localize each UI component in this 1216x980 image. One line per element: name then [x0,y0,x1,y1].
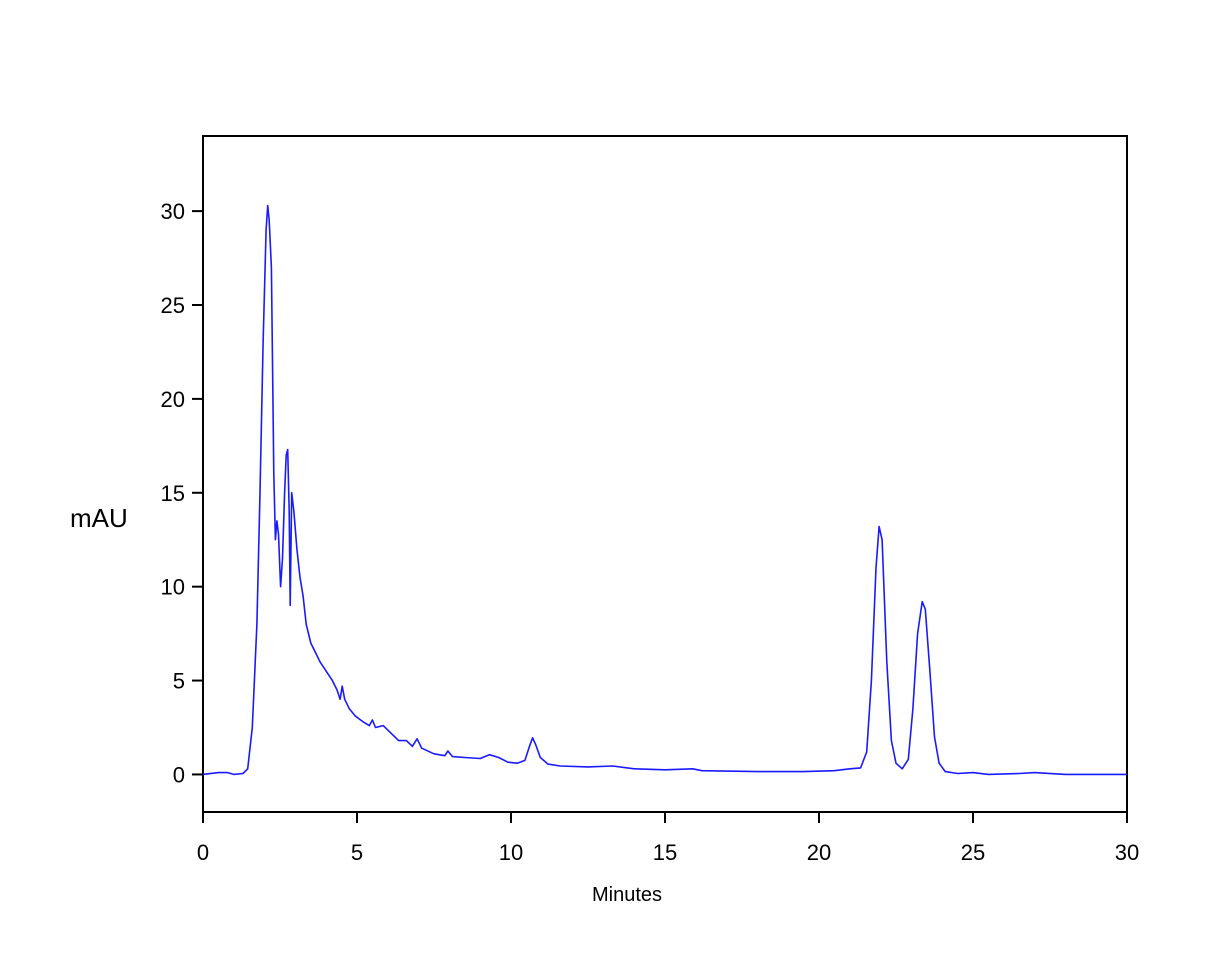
x-tick-label: 25 [961,840,985,865]
y-axis-title: mAU [70,503,128,533]
x-tick-label: 5 [351,840,363,865]
x-tick-label: 10 [499,840,523,865]
x-tick-label: 30 [1115,840,1139,865]
y-tick-label: 20 [161,387,185,412]
x-tick-label: 0 [197,840,209,865]
y-tick-label: 10 [161,575,185,600]
series-line [202,204,1127,776]
y-tick-label: 25 [161,293,185,318]
y-tick-label: 15 [161,481,185,506]
y-tick-label: 0 [173,762,185,787]
plot-frame [202,135,1128,813]
x-axis-title: Minutes [592,884,662,906]
y-tick-label: 5 [173,669,185,694]
x-tick-label: 20 [807,840,831,865]
y-tick-label: 30 [161,199,185,224]
y-axis-ticks: 0 5 10 15 20 25 30 [161,199,203,787]
x-tick-label: 15 [653,840,677,865]
x-axis-ticks: 0 5 10 15 20 25 30 [197,812,1139,865]
